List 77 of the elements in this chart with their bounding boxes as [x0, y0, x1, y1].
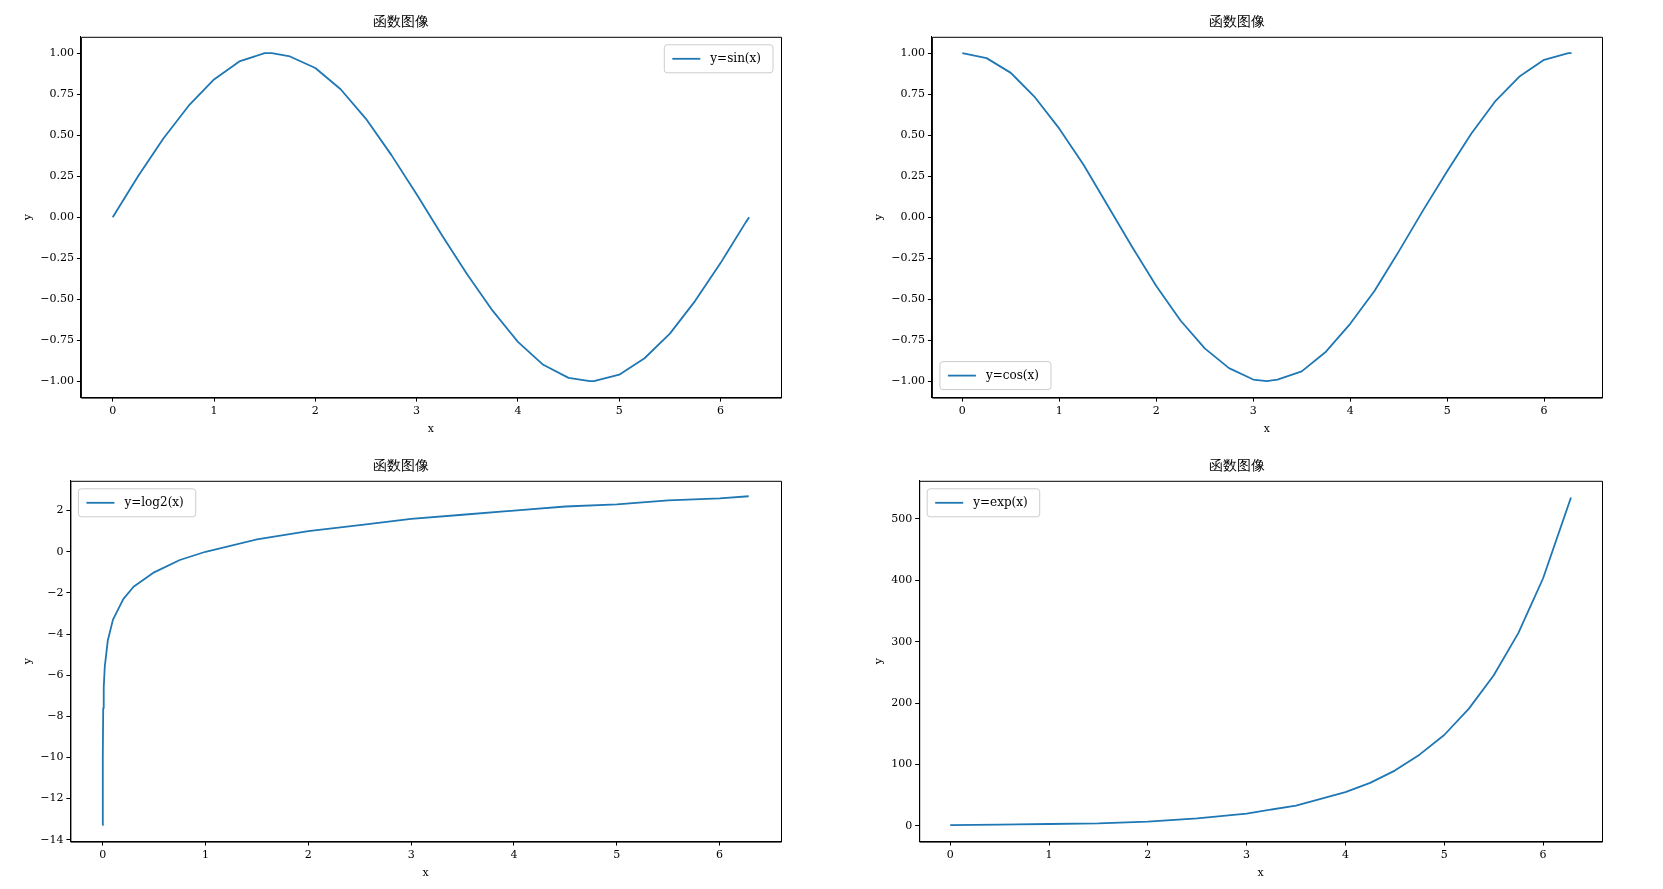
- x-tick-label: 5: [613, 848, 621, 862]
- x-tick-label: 5: [1440, 848, 1448, 862]
- y-tick-label: −0.75: [891, 333, 925, 347]
- x-tick-label: 5: [1443, 404, 1451, 418]
- y-tick-label: 0.50: [900, 128, 925, 142]
- chart-title: 函数图像: [1208, 13, 1265, 30]
- y-tick-label: −12: [40, 791, 64, 805]
- x-axis-title: x: [1257, 866, 1265, 880]
- x-axis-title: x: [422, 866, 430, 880]
- y-tick-label: 100: [891, 757, 913, 771]
- y-tick-label: −8: [47, 709, 64, 723]
- x-tick-label: 6: [716, 848, 724, 862]
- y-axis-title: y: [21, 657, 35, 666]
- y-tick-label: 1.00: [900, 46, 925, 60]
- chart-title: 函数图像: [1208, 457, 1265, 474]
- x-tick-label: 1: [202, 848, 210, 862]
- y-tick-label: −0.50: [891, 292, 925, 306]
- y-tick-label: −10: [40, 750, 64, 764]
- y-tick-label: 0.25: [900, 169, 925, 183]
- x-tick-label: 6: [1540, 404, 1548, 418]
- x-tick-label: 4: [514, 404, 522, 418]
- x-tick-label: 2: [1144, 848, 1152, 862]
- x-tick-label: 4: [510, 848, 518, 862]
- y-tick-label: 500: [891, 511, 913, 525]
- legend-label: y=sin(x): [709, 50, 762, 65]
- x-tick-label: 1: [1045, 848, 1053, 862]
- y-tick-label: −1.00: [891, 374, 925, 388]
- y-tick-label: 0: [56, 544, 64, 558]
- y-tick-label: 1.00: [49, 46, 74, 60]
- x-tick-label: 0: [946, 848, 954, 862]
- x-tick-label: 3: [1249, 404, 1257, 418]
- y-tick-label: −2: [47, 585, 64, 599]
- y-tick-label: 0: [905, 818, 913, 832]
- x-axis-title: x: [1263, 422, 1271, 436]
- y-tick-label: 0.00: [49, 210, 74, 224]
- x-tick-label: 0: [99, 848, 107, 862]
- x-tick-label: 0: [958, 404, 966, 418]
- y-tick-label: 200: [891, 695, 913, 709]
- y-tick-label: −0.25: [891, 251, 925, 265]
- x-tick-label: 6: [1539, 848, 1547, 862]
- x-tick-label: 2: [311, 404, 319, 418]
- y-tick-label: 0.75: [49, 87, 74, 101]
- x-axis-title: x: [427, 422, 435, 436]
- y-axis-title: y: [872, 213, 886, 222]
- x-tick-label: 1: [1055, 404, 1063, 418]
- legend-label: y=log2(x): [123, 494, 184, 509]
- x-tick-label: 4: [1341, 848, 1349, 862]
- y-axis-title: y: [21, 213, 35, 222]
- y-tick-label: 2: [56, 503, 64, 517]
- chart-title: 函数图像: [372, 457, 429, 474]
- x-tick-label: 3: [407, 848, 415, 862]
- y-tick-label: −14: [40, 832, 64, 846]
- legend-label: y=exp(x): [972, 494, 1028, 509]
- x-tick-label: 6: [717, 404, 725, 418]
- y-tick-label: −4: [47, 626, 64, 640]
- x-tick-label: 1: [210, 404, 218, 418]
- y-tick-label: −6: [47, 668, 64, 682]
- x-tick-label: 4: [1346, 404, 1354, 418]
- x-tick-label: 2: [1152, 404, 1160, 418]
- chart-title: 函数图像: [372, 13, 429, 30]
- legend-label: y=cos(x): [984, 367, 1039, 382]
- y-tick-label: −0.25: [40, 251, 74, 265]
- x-tick-label: 3: [1243, 848, 1251, 862]
- y-tick-label: 300: [891, 634, 913, 648]
- y-tick-label: 400: [891, 573, 913, 587]
- y-axis-title: y: [872, 657, 886, 666]
- x-tick-label: 5: [615, 404, 623, 418]
- y-tick-label: 0.00: [900, 210, 925, 224]
- y-tick-label: −0.75: [40, 333, 74, 347]
- x-tick-label: 0: [109, 404, 117, 418]
- x-tick-label: 3: [413, 404, 421, 418]
- y-tick-label: 0.75: [900, 87, 925, 101]
- y-tick-label: 0.50: [49, 128, 74, 142]
- y-tick-label: 0.25: [49, 169, 74, 183]
- x-tick-label: 2: [304, 848, 312, 862]
- y-tick-label: −0.50: [40, 292, 74, 306]
- y-tick-label: −1.00: [40, 374, 74, 388]
